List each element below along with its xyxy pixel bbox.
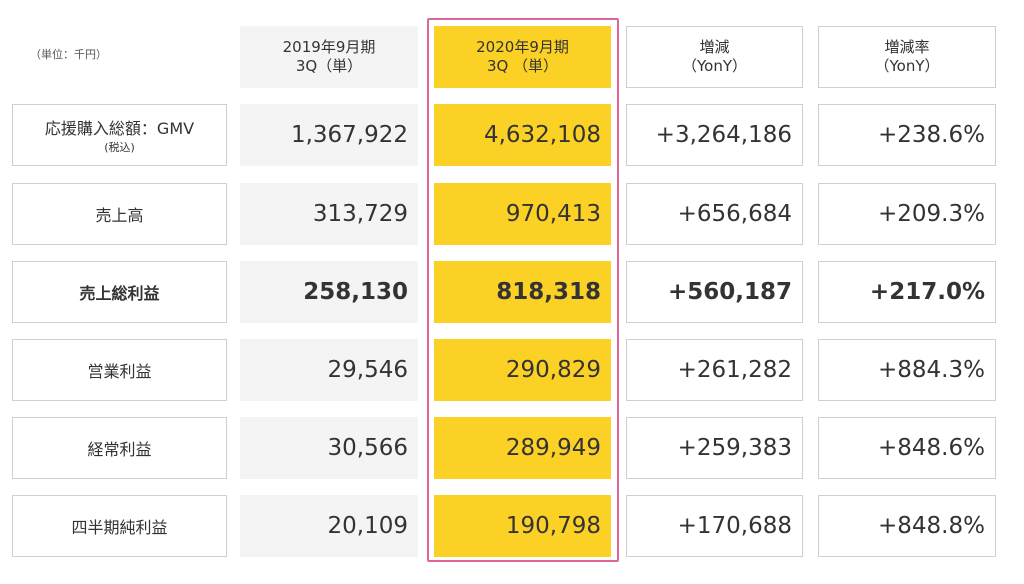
- unit-label: （単位：千円）: [30, 48, 107, 61]
- cell-current: 290,829: [434, 339, 611, 401]
- header-line: 2019年9月期: [282, 38, 376, 56]
- value-text: 1,367,922: [290, 122, 408, 148]
- row-sublabel: (税込): [104, 141, 135, 154]
- row-label-text: 売上高: [95, 206, 144, 225]
- header-line: （YonY）: [874, 57, 940, 75]
- row-label-text: 四半期純利益: [71, 518, 168, 537]
- cell-change: +261,282: [626, 339, 803, 401]
- cell-change-rate: +217.0%: [818, 261, 996, 323]
- value-text: +238.6%: [878, 122, 985, 148]
- cell-current: 190,798: [434, 495, 611, 557]
- value-text: +217.0%: [869, 279, 985, 305]
- header-line: 3Q（単）: [295, 57, 363, 75]
- value-text: +259,383: [677, 435, 792, 461]
- value-text: 30,566: [327, 435, 408, 461]
- value-text: 4,632,108: [483, 122, 601, 148]
- value-text: 258,130: [303, 279, 408, 305]
- header-line: 3Q （単）: [486, 57, 559, 75]
- value-text: +656,684: [677, 201, 792, 227]
- row-label: 四半期純利益: [12, 495, 227, 557]
- cell-change: +170,688: [626, 495, 803, 557]
- header-current-period: 2020年9月期 3Q （単）: [434, 26, 611, 88]
- header-change-rate: 増減率 （YonY）: [818, 26, 996, 88]
- value-text: +884.3%: [878, 357, 985, 383]
- cell-prev: 29,546: [240, 339, 418, 401]
- row-label: 経常利益: [12, 417, 227, 479]
- value-text: +261,282: [677, 357, 792, 383]
- value-text: +209.3%: [878, 201, 985, 227]
- header-line: 増減: [699, 38, 730, 56]
- header-line: （YonY）: [681, 57, 748, 75]
- row-label: 応援購入総額：GMV (税込): [12, 104, 227, 166]
- row-label-text: 営業利益: [87, 362, 152, 381]
- row-label: 売上高: [12, 183, 227, 245]
- value-text: +848.8%: [878, 513, 985, 539]
- row-label-text: 応援購入総額：GMV: [44, 119, 195, 138]
- value-text: +560,187: [667, 279, 792, 305]
- cell-current: 289,949: [434, 417, 611, 479]
- value-text: 20,109: [327, 513, 408, 539]
- cell-prev: 20,109: [240, 495, 418, 557]
- value-text: 970,413: [505, 201, 601, 227]
- cell-current: 970,413: [434, 183, 611, 245]
- value-text: 190,798: [505, 513, 601, 539]
- cell-change-rate: +848.8%: [818, 495, 996, 557]
- row-label-text: 売上総利益: [79, 284, 160, 303]
- cell-change: +259,383: [626, 417, 803, 479]
- value-text: 313,729: [312, 201, 408, 227]
- cell-prev: 258,130: [240, 261, 418, 323]
- row-label-text: 経常利益: [87, 440, 152, 459]
- cell-change-rate: +238.6%: [818, 104, 996, 166]
- row-label: 営業利益: [12, 339, 227, 401]
- cell-prev: 30,566: [240, 417, 418, 479]
- value-text: +3,264,186: [655, 122, 792, 148]
- value-text: 29,546: [327, 357, 408, 383]
- header-line: 増減率: [884, 38, 930, 56]
- cell-current: 818,318: [434, 261, 611, 323]
- value-text: 818,318: [496, 279, 601, 305]
- cell-change: +560,187: [626, 261, 803, 323]
- value-text: +170,688: [677, 513, 792, 539]
- cell-change: +3,264,186: [626, 104, 803, 166]
- cell-change-rate: +209.3%: [818, 183, 996, 245]
- value-text: 289,949: [505, 435, 601, 461]
- cell-change-rate: +884.3%: [818, 339, 996, 401]
- value-text: 290,829: [505, 357, 601, 383]
- cell-prev: 1,367,922: [240, 104, 418, 166]
- value-text: +848.6%: [878, 435, 985, 461]
- row-label: 売上総利益: [12, 261, 227, 323]
- cell-change: +656,684: [626, 183, 803, 245]
- cell-current: 4,632,108: [434, 104, 611, 166]
- cell-change-rate: +848.6%: [818, 417, 996, 479]
- header-prev-period: 2019年9月期 3Q（単）: [240, 26, 418, 88]
- header-line: 2020年9月期: [476, 38, 569, 56]
- cell-prev: 313,729: [240, 183, 418, 245]
- header-change: 増減 （YonY）: [626, 26, 803, 88]
